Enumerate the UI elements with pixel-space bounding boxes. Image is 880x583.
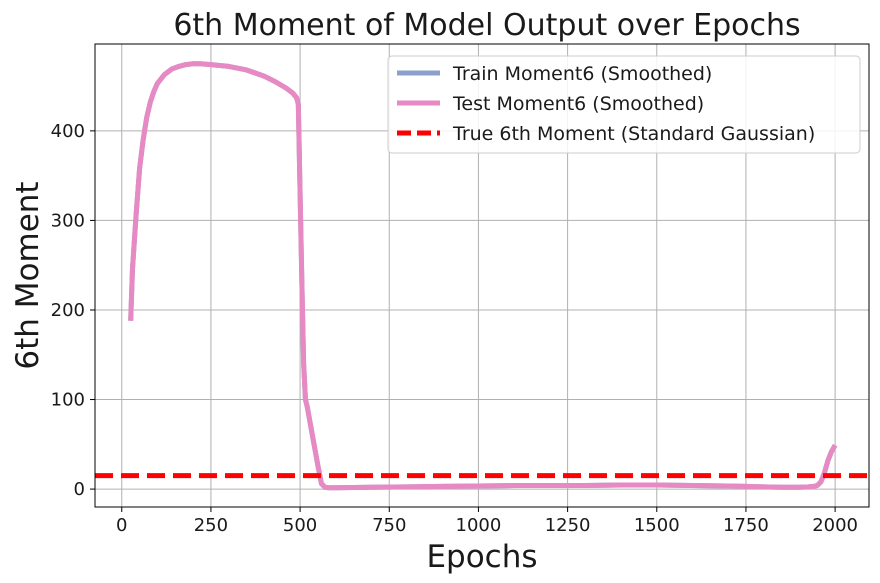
chart-title: 6th Moment of Model Output over Epochs: [173, 8, 800, 43]
series-line-test: [128, 61, 838, 491]
x-axis-label: Epochs: [426, 539, 537, 575]
legend-label: True 6th Moment (Standard Gaussian): [452, 123, 815, 145]
y-axis-label: 6th Moment: [10, 181, 46, 369]
legend: Train Moment6 (Smoothed) Test Moment6 (Sm…: [387, 55, 861, 154]
x-tick-label: 0: [116, 515, 127, 536]
legend-box: [387, 55, 861, 154]
axes-frame: [94, 43, 870, 508]
x-tick-label: 750: [372, 515, 406, 536]
legend-label: Train Moment6 (Smoothed): [452, 63, 712, 85]
x-tick-label: 250: [194, 515, 228, 536]
x-tick-label: 1000: [456, 515, 502, 536]
x-tick-label: 1250: [545, 515, 591, 536]
y-tick-label: 300: [51, 210, 85, 231]
y-tick-label: 200: [51, 300, 85, 321]
y-tick-label: 0: [74, 479, 85, 500]
x-tick-label: 1750: [723, 515, 769, 536]
x-tick-label: 2000: [812, 515, 858, 536]
y-tick-label: 100: [51, 390, 85, 411]
x-tick-label: 1500: [634, 515, 680, 536]
series-group: [95, 61, 869, 491]
x-tick-label: 500: [283, 515, 317, 536]
y-tick-label: 400: [51, 121, 85, 142]
legend-label: Test Moment6 (Smoothed): [452, 93, 704, 115]
